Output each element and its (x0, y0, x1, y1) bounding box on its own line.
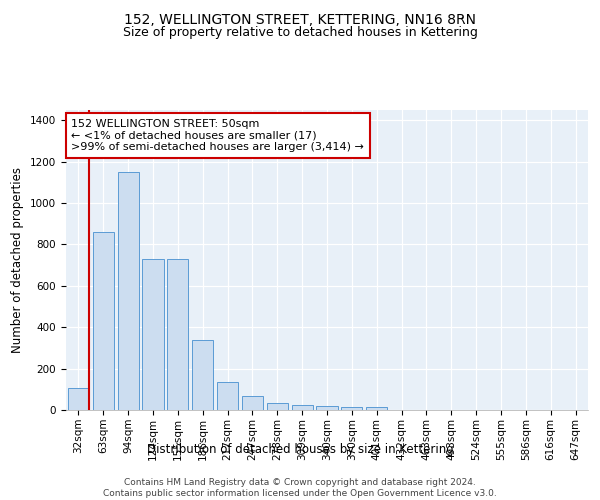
Bar (142, 259, 164, 410)
Text: Size of property relative to detached houses in Kettering: Size of property relative to detached ho… (122, 26, 478, 39)
Bar (217, 382, 238, 410)
Bar (267, 404, 288, 410)
Bar (93, 232, 114, 410)
Bar (68, 388, 89, 410)
Bar (167, 259, 188, 410)
Y-axis label: Number of detached properties: Number of detached properties (11, 167, 25, 353)
Bar (118, 172, 139, 410)
Bar (192, 340, 213, 410)
Bar (292, 405, 313, 410)
Text: Contains HM Land Registry data © Crown copyright and database right 2024.
Contai: Contains HM Land Registry data © Crown c… (103, 478, 497, 498)
Bar (366, 407, 387, 410)
Bar (242, 396, 263, 410)
Text: 152, WELLINGTON STREET, KETTERING, NN16 8RN: 152, WELLINGTON STREET, KETTERING, NN16 … (124, 12, 476, 26)
Bar (316, 406, 338, 410)
Bar (341, 406, 362, 410)
Text: Distribution of detached houses by size in Kettering: Distribution of detached houses by size … (146, 442, 454, 456)
Text: 152 WELLINGTON STREET: 50sqm
← <1% of detached houses are smaller (17)
>99% of s: 152 WELLINGTON STREET: 50sqm ← <1% of de… (71, 119, 364, 152)
